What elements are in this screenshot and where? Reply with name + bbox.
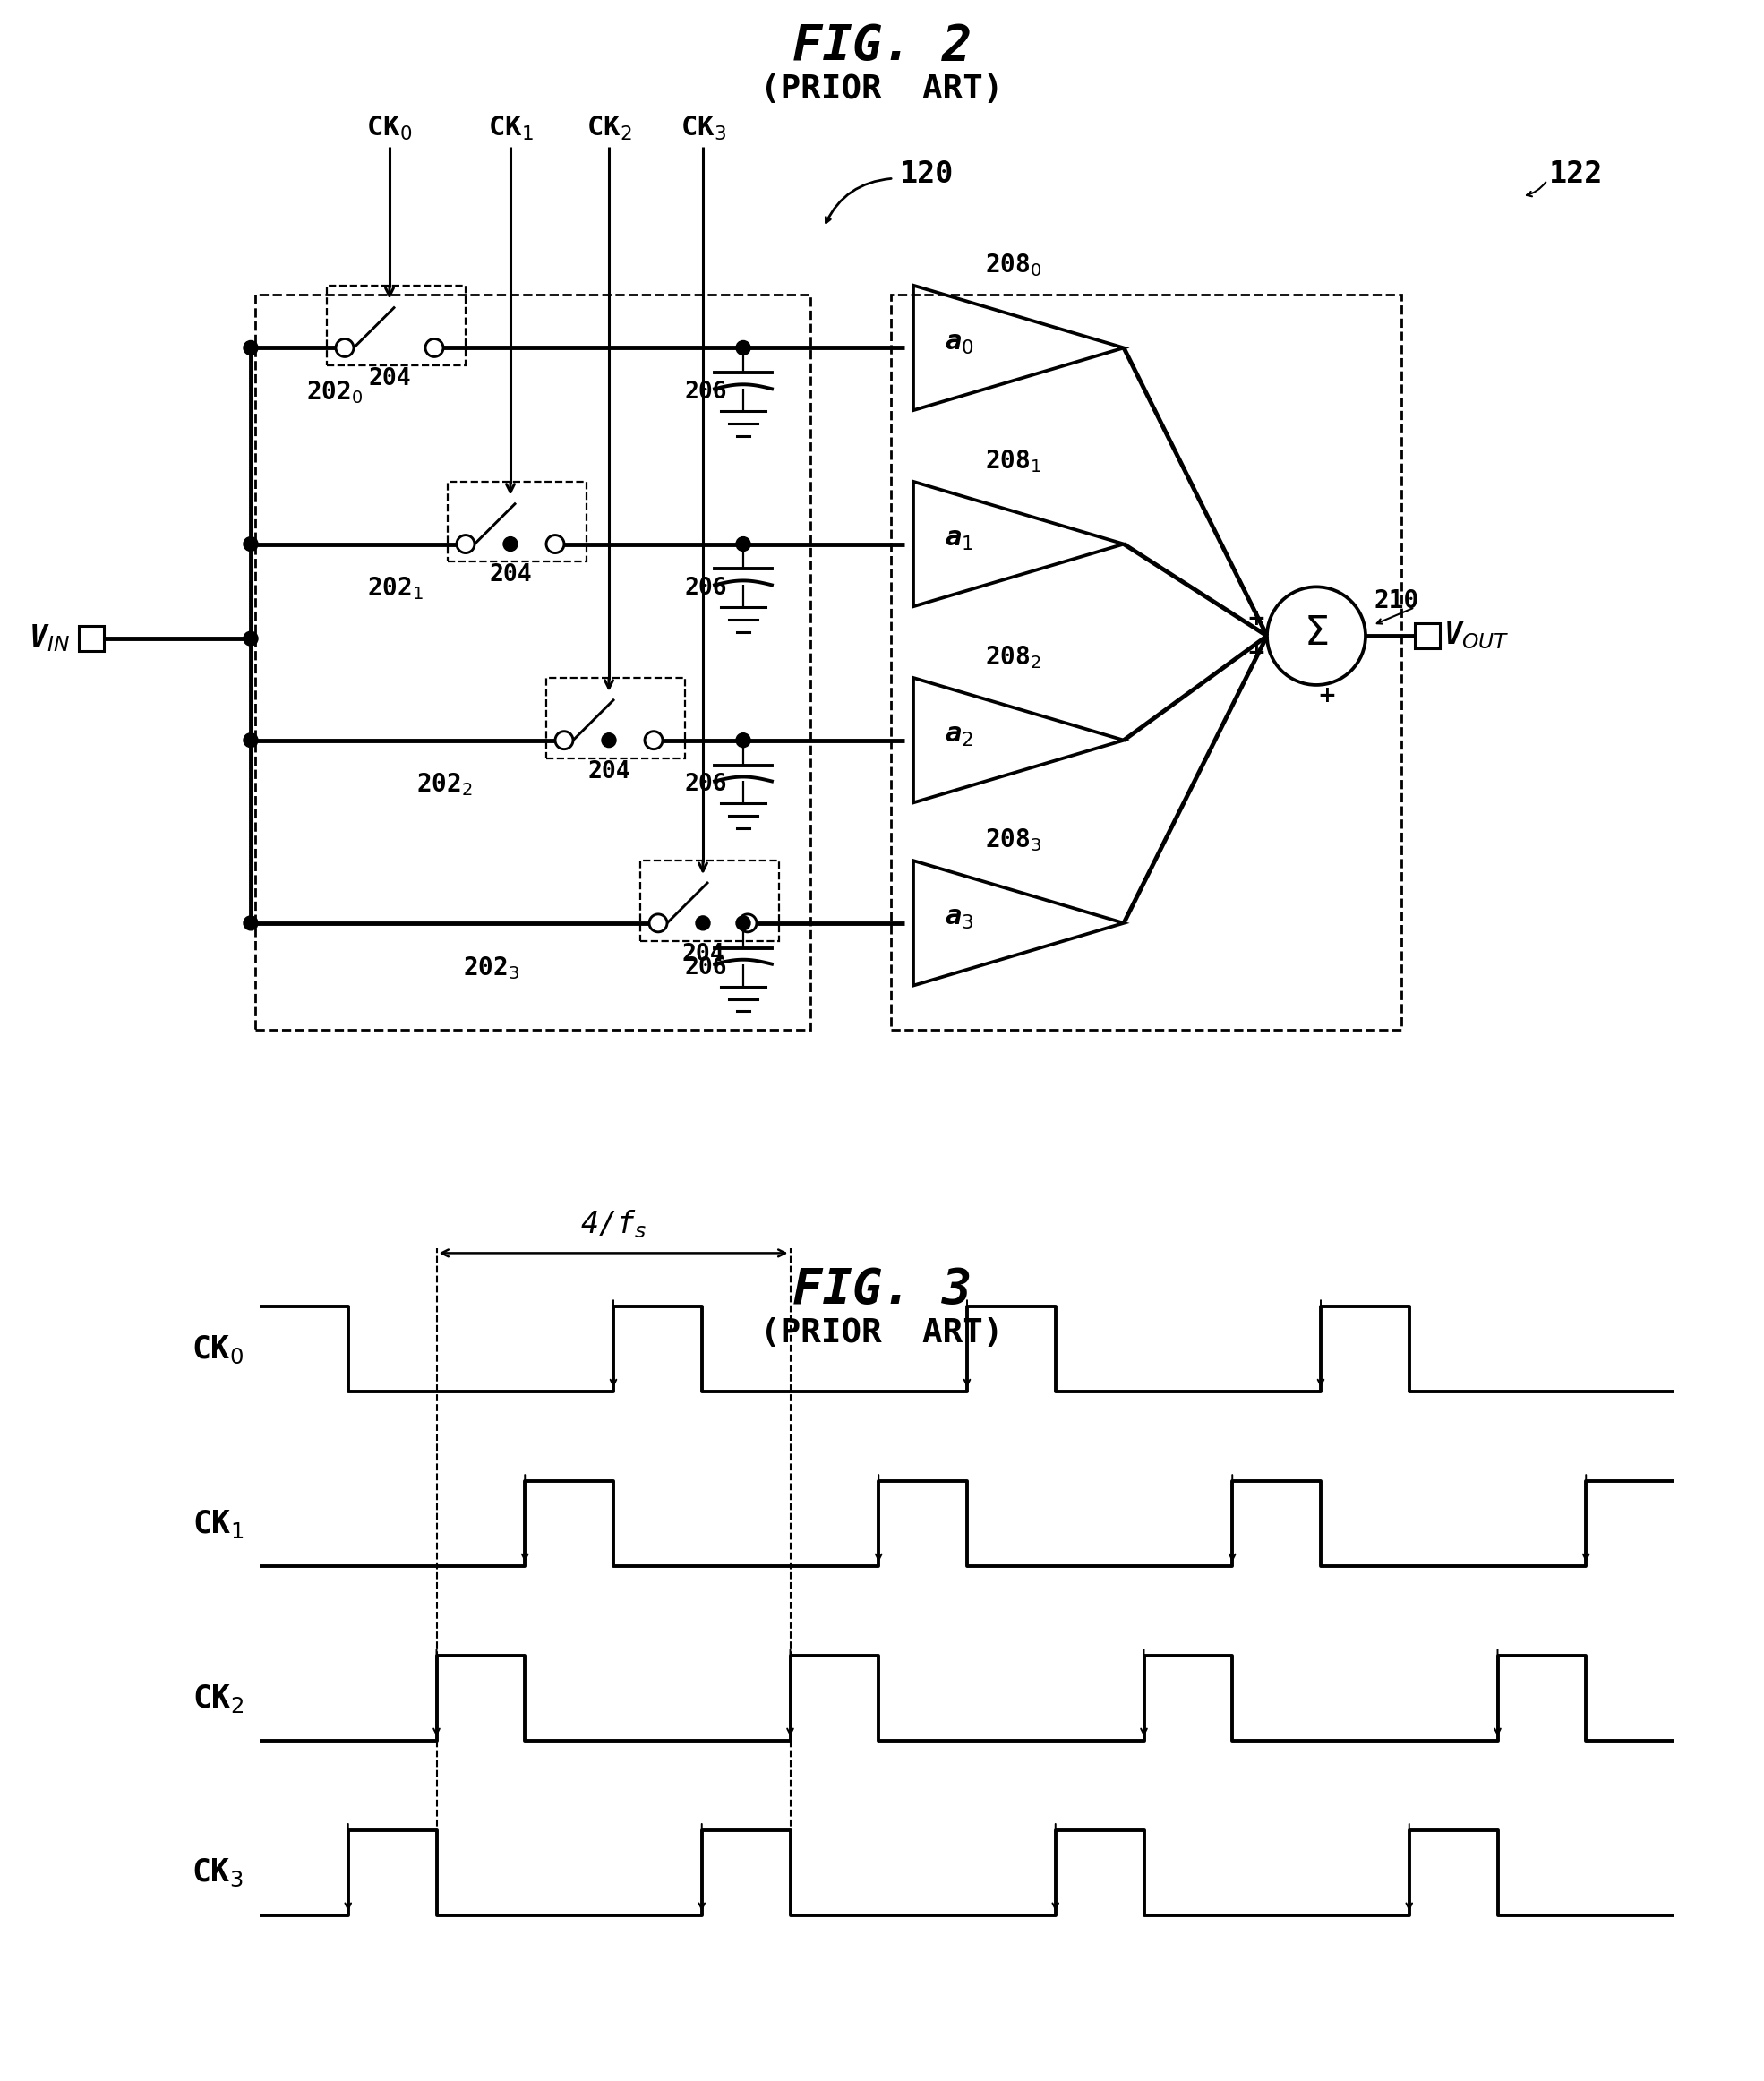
Text: 206: 206 — [684, 774, 727, 797]
Text: +: + — [1247, 608, 1265, 628]
Text: FIG. 2: FIG. 2 — [792, 23, 972, 71]
Text: 120: 120 — [900, 158, 954, 189]
Circle shape — [243, 631, 258, 645]
Text: +: + — [1247, 643, 1265, 664]
Circle shape — [243, 916, 258, 930]
Text: 210: 210 — [1374, 589, 1420, 614]
Circle shape — [736, 537, 750, 551]
Circle shape — [457, 535, 475, 554]
Circle shape — [736, 733, 750, 747]
Text: CK$_1$: CK$_1$ — [192, 1509, 243, 1540]
Text: V$_{IN}$: V$_{IN}$ — [28, 622, 71, 653]
Circle shape — [649, 914, 667, 932]
Text: (PRIOR  ART): (PRIOR ART) — [760, 73, 1004, 106]
Circle shape — [736, 341, 750, 356]
Text: 4/f$_s$: 4/f$_s$ — [580, 1209, 647, 1240]
Circle shape — [547, 535, 564, 554]
Text: 202$_1$: 202$_1$ — [367, 574, 423, 601]
Text: 206: 206 — [684, 955, 727, 980]
Text: (PRIOR  ART): (PRIOR ART) — [760, 1317, 1004, 1351]
Text: V$_{OUT}$: V$_{OUT}$ — [1443, 620, 1510, 651]
Text: a$_1$: a$_1$ — [946, 526, 974, 554]
Text: 204: 204 — [489, 564, 531, 587]
Circle shape — [425, 339, 443, 356]
Text: $\Sigma$: $\Sigma$ — [1304, 614, 1328, 653]
Text: a$_2$: a$_2$ — [946, 722, 974, 749]
Text: CK$_0$: CK$_0$ — [192, 1334, 243, 1365]
Circle shape — [243, 341, 258, 356]
Circle shape — [243, 733, 258, 747]
Circle shape — [736, 916, 750, 930]
Circle shape — [644, 730, 663, 749]
Text: 202$_3$: 202$_3$ — [462, 955, 520, 980]
Circle shape — [503, 537, 517, 551]
Text: +: + — [1318, 685, 1337, 705]
Circle shape — [243, 537, 258, 551]
Text: 202$_2$: 202$_2$ — [416, 772, 473, 799]
Text: FIG. 3: FIG. 3 — [792, 1267, 972, 1313]
Circle shape — [556, 730, 573, 749]
Text: 206: 206 — [684, 381, 727, 404]
Text: 208$_3$: 208$_3$ — [984, 826, 1041, 853]
Text: 208$_0$: 208$_0$ — [984, 252, 1043, 279]
Text: 202$_0$: 202$_0$ — [307, 379, 363, 406]
Text: a$_3$: a$_3$ — [946, 905, 974, 932]
Text: CK$_2$: CK$_2$ — [586, 114, 632, 144]
Text: 204: 204 — [587, 760, 630, 782]
Text: CK$_0$: CK$_0$ — [367, 114, 413, 144]
Text: 208$_1$: 208$_1$ — [984, 447, 1041, 474]
Text: a$_0$: a$_0$ — [946, 331, 974, 356]
Circle shape — [739, 914, 757, 932]
Circle shape — [335, 339, 355, 356]
Text: 208$_2$: 208$_2$ — [984, 643, 1041, 670]
Text: CK$_1$: CK$_1$ — [487, 114, 533, 144]
Text: CK$_2$: CK$_2$ — [192, 1681, 243, 1715]
Circle shape — [602, 733, 616, 747]
Circle shape — [695, 916, 711, 930]
Text: 122: 122 — [1549, 158, 1603, 189]
Text: 204: 204 — [681, 943, 725, 966]
Text: CK$_3$: CK$_3$ — [192, 1856, 243, 1890]
Text: 206: 206 — [684, 576, 727, 599]
Text: 204: 204 — [369, 368, 411, 391]
Text: CK$_3$: CK$_3$ — [681, 114, 725, 144]
